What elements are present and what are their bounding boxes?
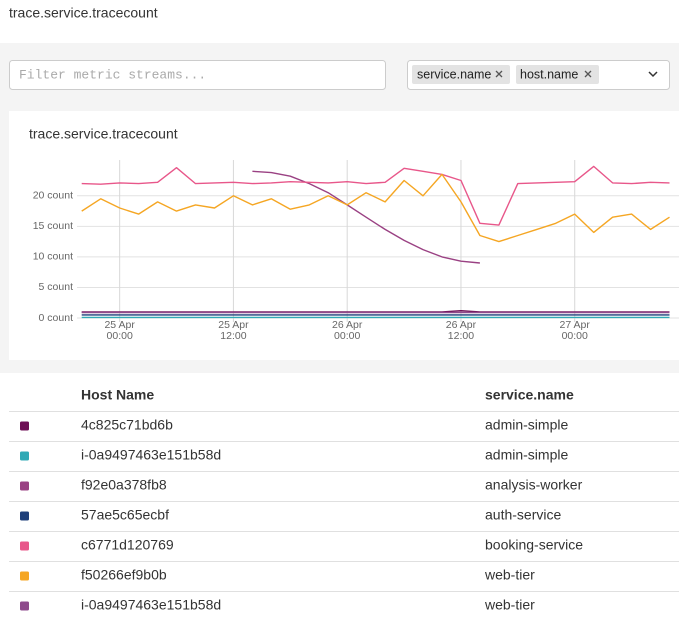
x-tick-label: 26 Apr12:00 — [446, 319, 477, 342]
page-title: trace.service.tracecount — [9, 5, 158, 21]
chart-title: trace.service.tracecount — [29, 126, 178, 142]
service-name: web-tier — [484, 597, 535, 613]
y-tick-label: 20 count — [33, 190, 73, 202]
legend-swatch — [20, 512, 29, 521]
y-tick-label: 5 count — [39, 281, 74, 293]
x-tick-label: 25 Apr12:00 — [218, 319, 249, 342]
legend-swatch — [20, 482, 29, 491]
x-tick-label: 27 Apr00:00 — [560, 319, 591, 342]
host-name: f50266ef9b0b — [81, 567, 167, 583]
host-name: i-0a9497463e151b58d — [81, 597, 221, 613]
y-tick-label: 10 count — [33, 251, 73, 263]
legend-swatch — [20, 422, 29, 431]
column-header: Host Name — [81, 387, 154, 403]
legend-swatch — [20, 542, 29, 551]
x-tick-label: 25 Apr00:00 — [104, 319, 135, 342]
legend-swatch — [20, 572, 29, 581]
x-tick-label: 26 Apr00:00 — [332, 319, 363, 342]
host-name: f92e0a378fb8 — [81, 477, 167, 493]
y-tick-label: 0 count — [39, 312, 74, 324]
filter-placeholder: Filter metric streams... — [19, 67, 206, 82]
service-name: web-tier — [484, 567, 535, 583]
service-name: auth-service — [485, 507, 561, 523]
service-name: booking-service — [485, 537, 583, 553]
column-header: service.name — [485, 387, 574, 403]
y-tick-label: 15 count — [33, 220, 73, 232]
host-name: 57ae5c65ecbf — [81, 507, 169, 523]
service-name: admin-simple — [485, 417, 568, 433]
host-name: 4c825c71bd6b — [81, 417, 173, 433]
chip-label: host.name — [520, 67, 578, 81]
host-name: c6771d120769 — [81, 537, 174, 553]
legend-swatch — [20, 602, 29, 611]
chip-label: service.name — [417, 67, 491, 81]
service-name: admin-simple — [485, 447, 568, 463]
legend-swatch — [20, 452, 29, 461]
service-name: analysis-worker — [485, 477, 583, 493]
host-name: i-0a9497463e151b58d — [81, 447, 221, 463]
